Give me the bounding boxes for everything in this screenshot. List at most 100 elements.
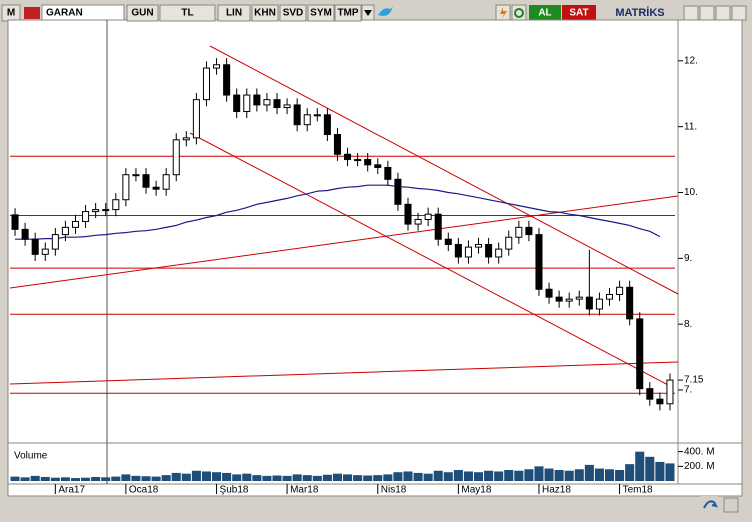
volume-bar <box>544 468 554 481</box>
volume-bar <box>353 475 363 481</box>
candle-body <box>323 114 331 136</box>
sell-button[interactable] <box>562 5 596 21</box>
refresh-icon <box>514 8 524 18</box>
candle-body <box>51 234 59 250</box>
volume-bar <box>564 470 574 481</box>
candle-body <box>535 234 543 290</box>
twitter-icon[interactable] <box>378 7 393 16</box>
candle-body <box>404 203 412 225</box>
candle-body <box>233 94 241 113</box>
volume-bar <box>413 472 423 481</box>
volume-bar <box>343 474 353 481</box>
y-tick-label: 11. <box>684 121 697 132</box>
candle-body <box>646 388 654 400</box>
candle-body <box>112 199 120 211</box>
volume-bar <box>524 469 534 481</box>
volume-bar <box>615 470 625 481</box>
toolbar-button-label: SVD <box>283 8 304 19</box>
volume-bar <box>302 475 312 481</box>
candle-body <box>152 186 160 190</box>
candle-body <box>132 174 140 177</box>
volume-bar <box>101 477 111 481</box>
volume-bar <box>252 475 262 481</box>
candle-body <box>313 114 321 117</box>
volume-bar <box>604 469 615 481</box>
volume-bar <box>473 472 484 481</box>
candle-body <box>344 153 352 161</box>
candle-body <box>434 213 442 240</box>
candle-body <box>122 174 130 201</box>
trend-line <box>189 132 671 387</box>
toolbar-button[interactable] <box>251 4 279 22</box>
candle-body <box>424 213 432 220</box>
candle-body <box>374 164 382 168</box>
candle-body <box>213 64 221 69</box>
volume-bar <box>433 470 443 481</box>
close-button[interactable] <box>731 5 747 21</box>
candle-body <box>31 238 39 255</box>
volume-bar <box>594 468 604 481</box>
restore-button[interactable] <box>699 5 715 21</box>
toolbar-button[interactable] <box>159 4 216 22</box>
toolbar-button[interactable] <box>307 4 335 22</box>
candle-body <box>162 174 170 190</box>
candle-body <box>223 64 231 96</box>
candle-body <box>666 379 674 405</box>
volume-bar <box>10 476 20 481</box>
candle-body <box>505 236 513 250</box>
volume-bar <box>584 464 594 481</box>
sell-label: SAT <box>569 8 588 19</box>
volume-bar <box>312 475 322 481</box>
candle-body <box>475 243 483 248</box>
candle-body <box>454 243 462 258</box>
toolbar-button[interactable] <box>279 4 307 22</box>
candle-body <box>172 139 180 176</box>
candle-body <box>464 246 472 258</box>
candle-body <box>82 211 90 222</box>
candle-body <box>394 178 402 205</box>
toolbar-button[interactable] <box>126 4 159 22</box>
y-tick-label: 12. <box>684 55 698 66</box>
volume-bar <box>625 464 635 481</box>
toolbar-button-label: LIN <box>226 8 242 19</box>
settings-button[interactable] <box>700 496 718 514</box>
candle-body <box>636 318 644 390</box>
symbol: GARAN <box>46 8 83 19</box>
volume-tick-label: 400. M <box>684 446 715 457</box>
candle-body <box>202 67 210 101</box>
volume-bar <box>20 477 30 481</box>
volume-bar <box>393 472 403 481</box>
trend-line <box>9 361 679 385</box>
buy-button[interactable] <box>529 5 561 21</box>
flag-icon[interactable] <box>24 7 40 19</box>
x-tick-label: Oca18 <box>129 485 159 496</box>
volume-bar <box>242 473 252 481</box>
candle-body <box>333 134 341 155</box>
volume-bar <box>655 461 665 481</box>
volume-bar <box>181 473 191 481</box>
volume-bar <box>151 476 161 481</box>
volume-bar <box>60 477 70 481</box>
x-tick-label: Şub18 <box>220 485 249 496</box>
volume-bar <box>222 472 232 481</box>
candle-body <box>354 159 362 162</box>
x-tick-label: Ara17 <box>58 485 85 496</box>
toolbar-button[interactable] <box>217 4 251 22</box>
volume-bar <box>484 470 494 481</box>
volume-bar <box>453 470 463 481</box>
volume-bar <box>131 475 141 481</box>
candle-body <box>61 226 69 236</box>
candle-body <box>626 286 634 320</box>
brand: MATRİKS <box>615 6 664 19</box>
maximize-button[interactable] <box>715 5 731 21</box>
toolbar-button-label: TMP <box>337 8 358 19</box>
volume-bar <box>50 477 60 481</box>
volume-bar <box>292 474 302 481</box>
minimize-button[interactable] <box>683 5 699 21</box>
toolbar-button[interactable] <box>334 4 362 22</box>
options-button[interactable] <box>723 497 739 513</box>
candle-body <box>243 94 251 113</box>
candle-body <box>273 99 281 109</box>
candle-body <box>515 226 523 238</box>
volume-bar <box>201 471 212 481</box>
